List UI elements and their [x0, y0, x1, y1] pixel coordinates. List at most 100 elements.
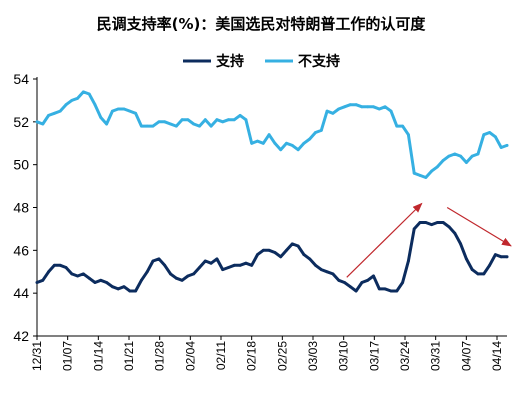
- data-point: [383, 105, 387, 109]
- x-tick-label: 01/21: [122, 341, 136, 371]
- data-point: [261, 248, 265, 252]
- x-tick-label: 01/28: [153, 341, 167, 371]
- data-point: [105, 122, 108, 126]
- data-point: [58, 109, 62, 113]
- data-point: [128, 289, 132, 293]
- data-point: [53, 111, 56, 115]
- data-point: [128, 109, 132, 113]
- data-point: [93, 281, 97, 284]
- series-disapprove: [35, 90, 509, 179]
- data-point: [221, 120, 225, 124]
- data-point: [482, 272, 486, 276]
- data-point: [180, 278, 184, 282]
- data-point: [163, 263, 167, 267]
- x-tick-label: 03/31: [429, 341, 443, 371]
- data-point: [267, 248, 271, 252]
- x-tick-label: 01/07: [61, 341, 75, 371]
- x-axis: 12/31 01/07 01/14 01/21 01/28 02/04 02/11 02/18…: [30, 335, 507, 371]
- data-point: [499, 255, 503, 259]
- data-point: [308, 257, 312, 261]
- x-tick-label: 03/24: [398, 341, 412, 371]
- data-point: [87, 276, 91, 280]
- data-point: [76, 96, 79, 100]
- data-point: [470, 268, 474, 271]
- data-point: [302, 253, 306, 256]
- data-point: [412, 227, 416, 231]
- data-point: [499, 146, 503, 149]
- data-point: [215, 257, 219, 261]
- data-point: [372, 274, 375, 278]
- data-point: [401, 281, 404, 284]
- data-point: [465, 257, 468, 261]
- data-point: [290, 144, 294, 147]
- y-tick-label: 42: [13, 328, 29, 344]
- data-point: [122, 285, 126, 289]
- data-point: [47, 114, 50, 117]
- data-point: [261, 141, 265, 145]
- data-point: [192, 272, 196, 276]
- y-tick-label: 46: [13, 242, 29, 258]
- data-point: [447, 154, 451, 158]
- data-point: [232, 263, 236, 267]
- data-point: [343, 105, 346, 109]
- data-point: [111, 285, 114, 289]
- data-point: [441, 221, 445, 224]
- data-point: [227, 118, 230, 122]
- series-line-approve: [35, 221, 509, 293]
- data-point: [314, 263, 317, 267]
- series-layer: [35, 90, 509, 293]
- y-tick-label: 54: [13, 71, 29, 87]
- data-point: [232, 118, 236, 122]
- y-tick-label: 48: [13, 200, 29, 216]
- data-point: [348, 103, 352, 107]
- data-point: [407, 259, 410, 263]
- data-point: [53, 263, 56, 267]
- data-point: [430, 223, 433, 227]
- y-tick-label: 52: [13, 114, 29, 130]
- data-point: [377, 287, 381, 291]
- data-point: [70, 272, 74, 276]
- data-point: [157, 257, 161, 261]
- chart-title: 民调支持率(%)：美国选民对特朗普工作的认可度: [96, 15, 426, 33]
- data-point: [134, 111, 138, 115]
- legend-label-disapprove: 不支持: [298, 53, 340, 70]
- data-point: [412, 171, 416, 175]
- data-point: [314, 131, 317, 134]
- data-point: [122, 107, 126, 111]
- data-point: [209, 124, 213, 128]
- data-point: [105, 281, 108, 284]
- data-point: [447, 225, 451, 229]
- data-point: [140, 124, 143, 128]
- x-tick-label: 03/17: [367, 341, 381, 371]
- data-point: [116, 107, 120, 111]
- data-point: [151, 124, 155, 128]
- data-point: [453, 231, 457, 235]
- data-point: [116, 287, 120, 291]
- data-point: [70, 99, 74, 102]
- data-point: [470, 154, 474, 158]
- data-point: [366, 105, 370, 109]
- legend: 支持 不支持: [183, 53, 340, 70]
- data-point: [372, 105, 375, 109]
- data-point: [389, 109, 393, 113]
- data-point: [476, 272, 480, 276]
- data-point: [279, 255, 283, 259]
- data-point: [87, 92, 91, 96]
- data-point: [163, 120, 167, 124]
- data-point: [337, 107, 341, 111]
- data-point: [64, 266, 68, 269]
- data-point: [459, 154, 462, 158]
- data-point: [238, 263, 242, 267]
- data-point: [331, 111, 335, 115]
- data-point: [319, 129, 323, 132]
- data-point: [430, 169, 433, 173]
- data-point: [198, 124, 201, 128]
- data-point: [377, 107, 381, 111]
- data-point: [494, 253, 497, 256]
- data-point: [459, 242, 462, 246]
- data-point: [476, 152, 480, 156]
- x-tick-label: 04/07: [459, 341, 473, 371]
- data-point: [290, 242, 294, 246]
- data-point: [354, 289, 358, 293]
- data-point: [348, 285, 352, 289]
